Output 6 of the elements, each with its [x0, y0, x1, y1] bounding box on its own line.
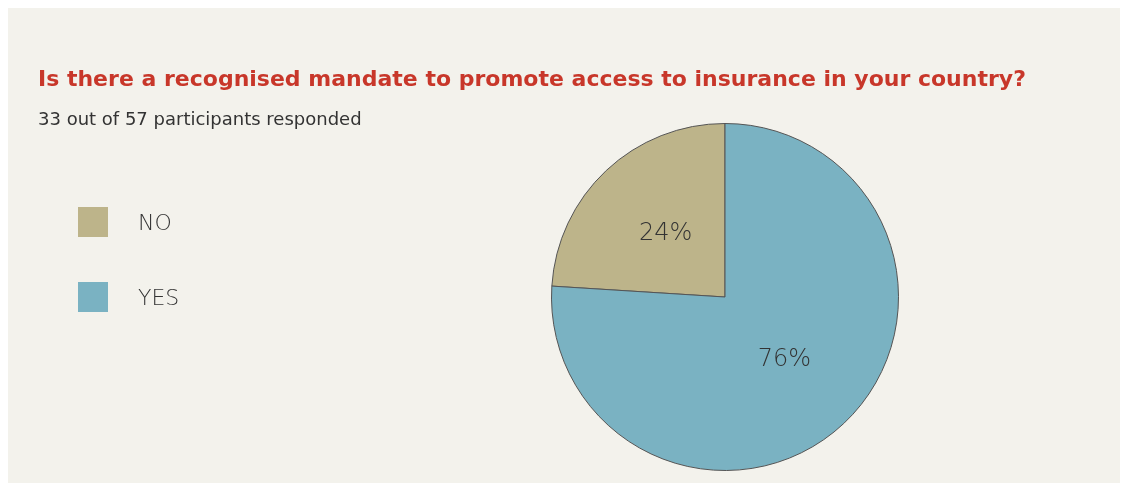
legend-label: NO: [138, 209, 172, 235]
chart-subtitle: 33 out of 57 participants responded: [38, 108, 362, 129]
data-label: 24%: [638, 218, 693, 246]
legend-label: YES: [138, 284, 180, 310]
data-label: 76%: [757, 344, 812, 373]
chart-title: Is there a recognised mandate to promote access to insurance in your country?: [38, 66, 1026, 91]
